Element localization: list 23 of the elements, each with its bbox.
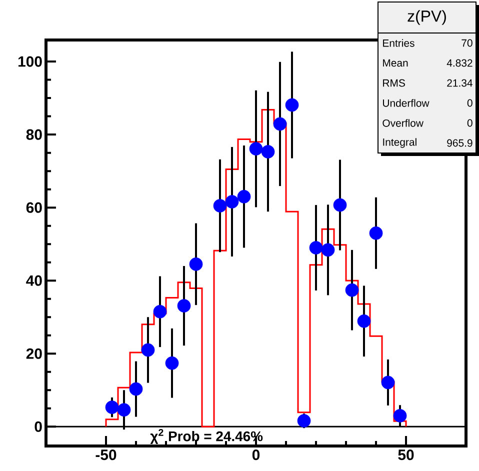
annotation: 4.832 bbox=[446, 59, 472, 67]
chart-title: z(PV) bbox=[408, 10, 446, 25]
y-tick-label: 20 bbox=[26, 348, 42, 359]
annotation: 21.34 bbox=[447, 79, 472, 87]
x-tick-label: -50 bbox=[96, 450, 116, 460]
text: 0 bbox=[467, 119, 472, 127]
annotation: χ$^{2}$ Prob = 24.46% bbox=[150, 429, 263, 444]
y-tick-label: 100 bbox=[18, 56, 42, 67]
annotation: Overflow bbox=[382, 119, 424, 127]
x-tick-label: 0 bbox=[252, 450, 260, 460]
x-tick-label: 50 bbox=[398, 450, 414, 460]
annotation: RMS bbox=[383, 79, 405, 87]
y-tick-label: 40 bbox=[26, 275, 42, 286]
annotation: 70 bbox=[462, 39, 472, 47]
annotation: Mean bbox=[383, 59, 408, 67]
annotation: Underflow bbox=[383, 99, 430, 107]
annotation: Entries bbox=[383, 39, 414, 47]
y-tick-label: 60 bbox=[26, 202, 42, 213]
annotation: Integral bbox=[383, 138, 416, 148]
annotation: 965.9 bbox=[447, 139, 472, 147]
text: 0 bbox=[467, 99, 472, 107]
y-tick-label: 80 bbox=[26, 129, 42, 140]
y-tick-label: 0 bbox=[34, 421, 42, 432]
